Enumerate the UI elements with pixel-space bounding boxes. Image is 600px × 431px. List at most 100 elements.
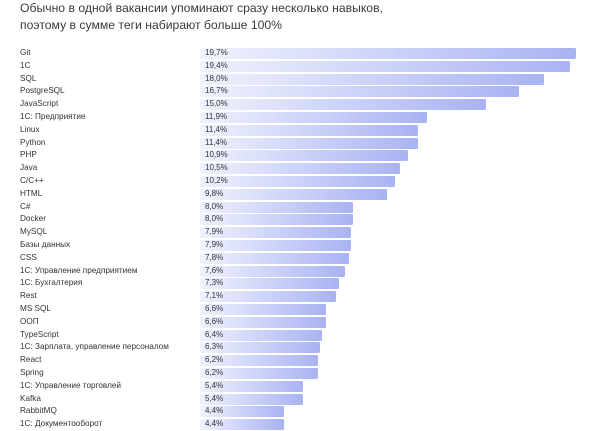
chart-title: Обычно в одной вакансии упоминают сразу … bbox=[20, 0, 383, 33]
bar-row: Kafka 5,4% bbox=[0, 393, 600, 406]
bar bbox=[200, 137, 418, 149]
bar bbox=[200, 342, 321, 354]
bar-row: 1С: Управление предприятием 7,6% bbox=[0, 265, 600, 278]
bar bbox=[200, 150, 409, 162]
category-label: PHP bbox=[20, 150, 37, 160]
chart-title-line-1: Обычно в одной вакансии упоминают сразу … bbox=[20, 1, 383, 15]
bar bbox=[200, 227, 351, 239]
value-label: 11,9% bbox=[205, 112, 228, 121]
bar bbox=[200, 99, 487, 111]
bar-row: 1С: Зарплата, управление персоналом 6,3% bbox=[0, 341, 600, 354]
bar bbox=[200, 278, 340, 290]
value-label: 19,7% bbox=[205, 48, 228, 57]
category-label: 1С: Зарплата, управление персоналом bbox=[20, 342, 169, 352]
category-label: 1С: Документооборот bbox=[20, 419, 103, 429]
category-label: SQL bbox=[20, 73, 37, 83]
value-label: 5,4% bbox=[205, 380, 224, 390]
category-label: CSS bbox=[20, 252, 37, 262]
value-label: 9,8% bbox=[205, 188, 224, 198]
category-label: 1С: Управление торговлей bbox=[20, 380, 121, 390]
category-label: Python bbox=[20, 137, 46, 147]
value-label: 7,8% bbox=[205, 252, 224, 262]
bar-row: Spring 6,2% bbox=[0, 367, 600, 380]
bar bbox=[200, 252, 349, 264]
category-label: Базы данных bbox=[20, 240, 71, 249]
bar-row: TypeScript 6,4% bbox=[0, 329, 600, 342]
value-label: 7,6% bbox=[205, 265, 224, 275]
category-label: ООП bbox=[20, 316, 39, 326]
bar bbox=[200, 304, 326, 315]
bar bbox=[200, 368, 319, 379]
value-label: 18,0% bbox=[205, 73, 228, 83]
value-label: 6,6% bbox=[205, 316, 224, 326]
bar-row: C/C++ 10,2% bbox=[0, 175, 600, 188]
value-label: 15,0% bbox=[205, 99, 228, 109]
value-label: 6,2% bbox=[205, 368, 224, 377]
value-label: 7,3% bbox=[205, 278, 224, 288]
value-label: 7,9% bbox=[205, 240, 224, 249]
bar-row: MS SQL 6,6% bbox=[0, 303, 600, 316]
category-label: MS SQL bbox=[20, 304, 51, 313]
bar bbox=[200, 291, 336, 303]
bar bbox=[200, 265, 346, 277]
bar-row: 1С: Управление торговлей 5,4% bbox=[0, 380, 600, 393]
value-label: 7,1% bbox=[205, 291, 224, 301]
bar-row: MySQL 7,9% bbox=[0, 226, 600, 239]
value-label: 10,2% bbox=[205, 176, 228, 185]
bar bbox=[200, 60, 571, 72]
category-label: RabbitMQ bbox=[20, 406, 57, 416]
value-label: 19,4% bbox=[205, 60, 228, 70]
bar bbox=[200, 124, 418, 136]
category-label: Docker bbox=[20, 214, 46, 224]
category-label: Rest bbox=[20, 291, 37, 301]
bar-row: 1С: Предприятие 11,9% bbox=[0, 111, 600, 124]
bar bbox=[200, 214, 353, 226]
category-label: C/C++ bbox=[20, 176, 44, 185]
value-label: 11,4% bbox=[205, 137, 228, 147]
category-label: React bbox=[20, 355, 42, 365]
category-label: Kafka bbox=[20, 393, 41, 403]
value-label: 10,5% bbox=[205, 163, 228, 173]
bar-row: 1С: Бухгалтерия 7,3% bbox=[0, 277, 600, 290]
category-label: Linux bbox=[20, 124, 40, 134]
category-label: 1С: Управление предприятием bbox=[20, 265, 138, 275]
bar bbox=[200, 406, 284, 418]
bar bbox=[200, 201, 353, 213]
bar bbox=[200, 73, 544, 85]
value-label: 7,9% bbox=[205, 227, 224, 237]
bar bbox=[200, 163, 401, 175]
value-label: 4,4% bbox=[205, 406, 224, 416]
value-label: 8,0% bbox=[205, 201, 224, 211]
bar-row: JavaScript 15,0% bbox=[0, 98, 600, 111]
value-label: 5,4% bbox=[205, 393, 224, 403]
value-label: 6,4% bbox=[205, 329, 224, 339]
value-label: 6,2% bbox=[205, 355, 224, 365]
bar-row: Python 11,4% bbox=[0, 137, 600, 150]
category-label: JavaScript bbox=[20, 99, 59, 109]
bar-row: Базы данных 7,9% bbox=[0, 239, 600, 252]
value-label: 16,7% bbox=[205, 86, 228, 96]
bar bbox=[200, 48, 576, 59]
value-label: 10,9% bbox=[205, 150, 228, 160]
bar-row: Linux 11,4% bbox=[0, 124, 600, 137]
category-label: HTML bbox=[20, 188, 43, 198]
category-label: C# bbox=[20, 201, 31, 211]
value-label: 11,4% bbox=[205, 124, 228, 134]
bar bbox=[200, 316, 326, 328]
category-label: Git bbox=[20, 48, 31, 57]
bar-row: SQL 18,0% bbox=[0, 73, 600, 86]
bar-row: 1С: Документооборот 4,4% bbox=[0, 418, 600, 431]
bar bbox=[200, 176, 395, 187]
category-label: PostgreSQL bbox=[20, 86, 65, 96]
value-label: 6,6% bbox=[205, 304, 224, 313]
bar-row: PostgreSQL 16,7% bbox=[0, 85, 600, 98]
bar bbox=[200, 355, 319, 367]
bar bbox=[200, 380, 304, 392]
category-label: MySQL bbox=[20, 227, 48, 237]
bar-row: Java 10,5% bbox=[0, 162, 600, 175]
category-label: TypeScript bbox=[20, 329, 59, 339]
bar bbox=[200, 419, 284, 431]
bar bbox=[200, 240, 351, 251]
bar bbox=[200, 86, 519, 98]
chart-title-line-2: поэтому в сумме теги набирают больше 100… bbox=[20, 17, 283, 32]
